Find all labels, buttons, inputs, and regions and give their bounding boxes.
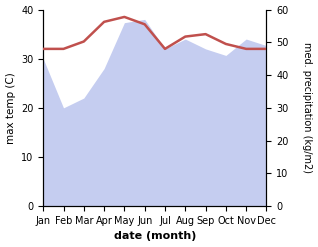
Y-axis label: med. precipitation (kg/m2): med. precipitation (kg/m2): [302, 42, 313, 173]
Y-axis label: max temp (C): max temp (C): [5, 72, 16, 144]
X-axis label: date (month): date (month): [114, 231, 196, 242]
